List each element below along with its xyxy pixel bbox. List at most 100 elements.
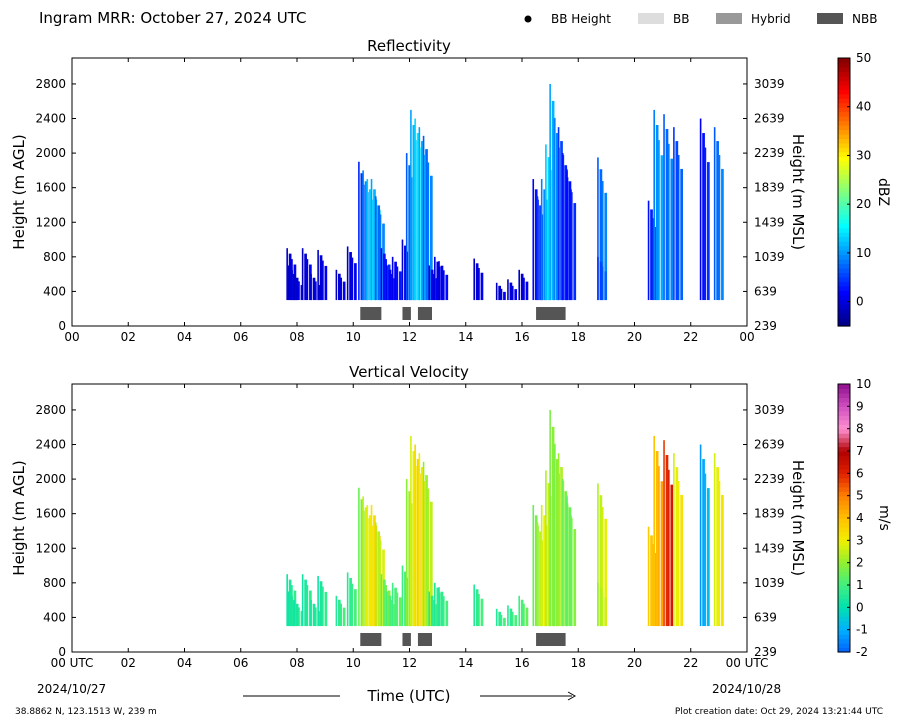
echo-streak (408, 165, 411, 301)
y2-tick-label: 1439 (754, 541, 785, 555)
colorbar-segment (838, 433, 850, 439)
colorbar-segment (838, 165, 850, 171)
echo-streak (599, 261, 603, 301)
echo-streak (545, 470, 547, 627)
colorbar-segment (838, 451, 850, 457)
echo-streak (440, 591, 444, 627)
colorbar-tick-label: 7 (856, 444, 864, 458)
colorbar-segment (838, 192, 850, 198)
echo-streak (429, 175, 433, 301)
y-tick-label: 2400 (35, 112, 66, 126)
echo-streak (364, 507, 368, 627)
echo-streak (599, 169, 603, 301)
echo-streak (675, 141, 679, 301)
echo-column (346, 246, 357, 301)
echo-streak (540, 179, 543, 301)
x-tick-label: 20 (627, 656, 642, 670)
y2-tick-label: 1439 (754, 215, 785, 229)
colorbar-frame (837, 57, 851, 327)
echo-streak (549, 409, 551, 627)
colorbar-segment (838, 263, 850, 269)
colorbar-segment (838, 549, 850, 555)
echo-streak (652, 218, 655, 301)
echo-streak (498, 285, 501, 301)
echo-streak (287, 591, 290, 627)
colorbar-segment (838, 647, 850, 653)
colorbar-segment (838, 147, 850, 153)
colorbar-tick-label: 50 (856, 51, 871, 65)
echo-streak (653, 435, 655, 627)
echo-column (293, 600, 304, 627)
colorbar-segment (838, 156, 850, 162)
colorbar-segment (838, 299, 850, 305)
colorbar-segment (838, 160, 850, 166)
echo-streak (386, 591, 388, 627)
colorbar-segment (838, 410, 850, 416)
echo-streak (647, 200, 650, 301)
colorbar-tick-label: 30 (856, 148, 871, 162)
colorbar-segment (838, 598, 850, 604)
echo-streak (430, 269, 434, 301)
colorbar-segment (838, 473, 850, 479)
legend-bb-label: BB (673, 12, 689, 26)
y-tick-label: 0 (58, 645, 66, 659)
colorbar-segment (838, 607, 850, 613)
echo-streak (340, 277, 342, 301)
echo-streak (349, 252, 352, 301)
velocity-y2-axis: 239 639 1039 1439 1839 2239 2639 3039 (743, 403, 785, 659)
reflectivity-y2label: Height (m MSL) (789, 134, 807, 250)
echo-streak (699, 118, 702, 301)
colorbar-segment (838, 276, 850, 282)
echo-streak (443, 270, 445, 301)
echo-streak (388, 595, 392, 627)
echo-streak (370, 505, 373, 627)
colorbar-segment (838, 111, 850, 117)
echo-streak (536, 196, 539, 301)
echo-streak (568, 181, 572, 301)
colorbar-tick-label: 40 (856, 100, 871, 114)
echo-streak (473, 258, 475, 301)
echo-streak (597, 582, 599, 627)
echo-streak (293, 274, 295, 301)
echo-streak (716, 141, 719, 301)
echo-streak (707, 162, 710, 301)
echo-column (391, 256, 402, 301)
x-tick-label: 18 (571, 330, 586, 344)
colorbar-segment (838, 312, 850, 318)
echo-streak (604, 518, 608, 627)
colorbar-tick-label: 5 (856, 489, 864, 503)
echo-streak (290, 269, 293, 301)
echo-streak (480, 598, 484, 627)
echo-streak (652, 544, 655, 627)
colorbar-segment (838, 576, 850, 582)
echo-streak (670, 484, 674, 627)
colorbar-tick-label: 0 (856, 600, 864, 614)
colorbar-segment (838, 66, 850, 72)
colorbar-tick-label: -2 (856, 645, 868, 659)
velocity-title: Vertical Velocity (349, 363, 469, 381)
bright-band-segment (417, 307, 432, 320)
echo-streak (410, 435, 412, 627)
x-tick-label: 02 (121, 330, 136, 344)
end-date-label: 2024/10/28 (712, 682, 781, 696)
echo-streak (495, 282, 498, 301)
echo-streak (428, 265, 430, 301)
echo-streak (478, 268, 480, 301)
colorbar-segment (838, 196, 850, 202)
colorbar-segment (838, 281, 850, 287)
velocity-y-axis: 0 400 800 1200 1600 2000 2400 2800 (35, 403, 76, 659)
echo-column (566, 170, 577, 301)
colorbar-segment (838, 553, 850, 559)
colorbar-segment (838, 585, 850, 591)
colorbar-segment (838, 384, 850, 390)
colorbar-segment (838, 526, 850, 532)
colorbar-segment (838, 236, 850, 242)
y2-tick-label: 239 (754, 645, 777, 659)
colorbar-segment (838, 428, 850, 434)
echo-streak (304, 579, 307, 627)
y-tick-label: 2000 (35, 472, 66, 486)
echo-streak (351, 583, 354, 627)
y-tick-label: 2800 (35, 77, 66, 91)
x-tick-label: 22 (683, 656, 698, 670)
